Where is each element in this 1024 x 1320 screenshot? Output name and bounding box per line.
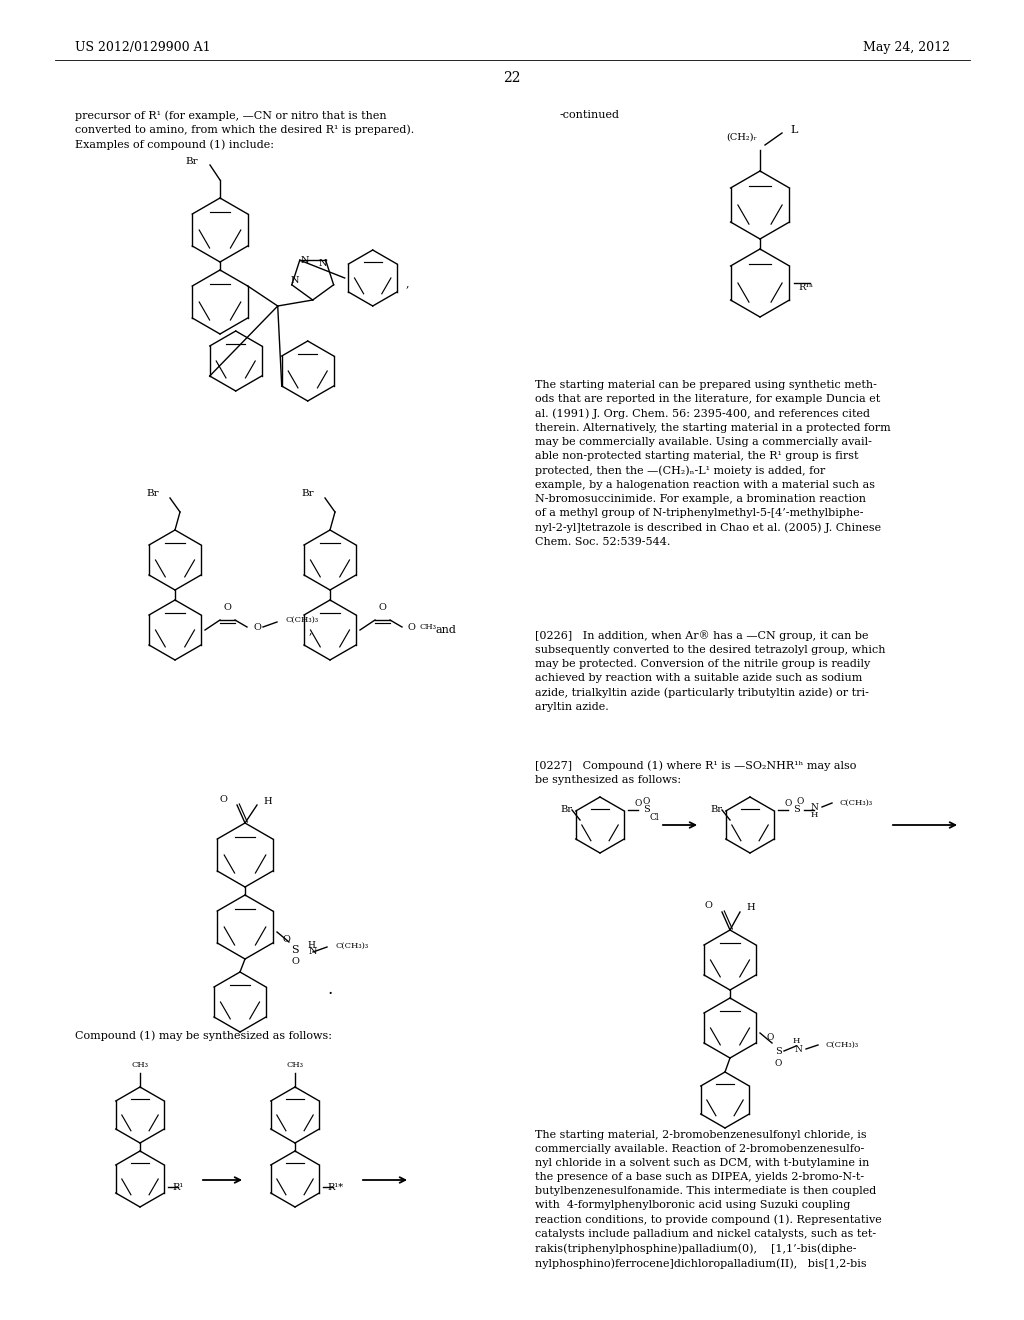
Text: N: N <box>794 1044 802 1053</box>
Text: S: S <box>291 945 299 954</box>
Text: .: . <box>328 982 333 998</box>
Text: R¹: R¹ <box>172 1183 183 1192</box>
Text: O: O <box>282 936 290 945</box>
Text: H: H <box>307 941 314 950</box>
Text: O: O <box>634 799 642 808</box>
Text: US 2012/0129900 A1: US 2012/0129900 A1 <box>75 41 211 54</box>
Text: and: and <box>435 624 456 635</box>
Text: O: O <box>766 1034 774 1043</box>
Text: 22: 22 <box>503 71 521 84</box>
Text: S: S <box>793 805 800 814</box>
Text: O: O <box>408 623 416 631</box>
Text: May 24, 2012: May 24, 2012 <box>863 41 950 54</box>
Text: N: N <box>318 259 327 268</box>
Text: precursor of R¹ (for example, —CN or nitro that is then
converted to amino, from: precursor of R¹ (for example, —CN or nit… <box>75 110 415 150</box>
Text: Br: Br <box>146 488 159 498</box>
Text: ,: , <box>406 279 410 288</box>
Text: -continued: -continued <box>560 110 620 120</box>
Text: O: O <box>797 796 804 805</box>
Text: O: O <box>291 957 299 966</box>
Text: R¹ᵃ: R¹ᵃ <box>798 284 813 293</box>
Text: N: N <box>300 256 309 265</box>
Text: CH₃: CH₃ <box>287 1061 303 1069</box>
Text: [0226]   In addition, when Ar® has a —CN group, it can be
subsequently converted: [0226] In addition, when Ar® has a —CN g… <box>535 630 886 711</box>
Text: H: H <box>793 1038 800 1045</box>
Text: O: O <box>219 795 227 804</box>
Text: O: O <box>784 799 792 808</box>
Text: S: S <box>643 805 649 814</box>
Text: N: N <box>309 948 317 957</box>
Text: [0227]   Compound (1) where R¹ is —SO₂NHR¹ʰ may also
be synthesized as follows:: [0227] Compound (1) where R¹ is —SO₂NHR¹… <box>535 760 856 784</box>
Text: Br: Br <box>560 805 572 814</box>
Text: C(CH₃)₃: C(CH₃)₃ <box>825 1041 858 1049</box>
Text: Br: Br <box>185 157 198 166</box>
Text: O: O <box>253 623 261 631</box>
Text: O: O <box>642 796 649 805</box>
Text: O: O <box>705 902 712 911</box>
Text: The starting material can be prepared using synthetic meth-
ods that are reporte: The starting material can be prepared us… <box>535 380 891 546</box>
Text: C(CH₃)₃: C(CH₃)₃ <box>335 942 368 950</box>
Text: R¹*: R¹* <box>327 1183 343 1192</box>
Text: CH₃: CH₃ <box>420 623 437 631</box>
Text: CH₃: CH₃ <box>131 1061 148 1069</box>
Text: O: O <box>378 603 386 612</box>
Text: C(CH₃)₃: C(CH₃)₃ <box>840 799 873 807</box>
Text: Br: Br <box>301 488 314 498</box>
Text: H: H <box>263 797 271 807</box>
Text: L: L <box>790 125 798 135</box>
Text: N: N <box>291 276 299 285</box>
Text: ,: , <box>308 624 311 635</box>
Text: Cl: Cl <box>649 813 658 821</box>
Text: H: H <box>746 903 755 912</box>
Text: Compound (1) may be synthesized as follows:: Compound (1) may be synthesized as follo… <box>75 1030 332 1040</box>
Text: N: N <box>810 803 818 812</box>
Text: (CH₂)ᵣ: (CH₂)ᵣ <box>727 132 758 141</box>
Text: The starting material, 2-bromobenzenesulfonyl chloride, is
commercially availabl: The starting material, 2-bromobenzenesul… <box>535 1130 882 1269</box>
Text: Br: Br <box>710 805 722 814</box>
Text: C(CH₃)₃: C(CH₃)₃ <box>285 616 318 624</box>
Text: S: S <box>774 1047 781 1056</box>
Text: O: O <box>223 603 231 612</box>
Text: H: H <box>810 810 818 818</box>
Text: O: O <box>774 1059 781 1068</box>
